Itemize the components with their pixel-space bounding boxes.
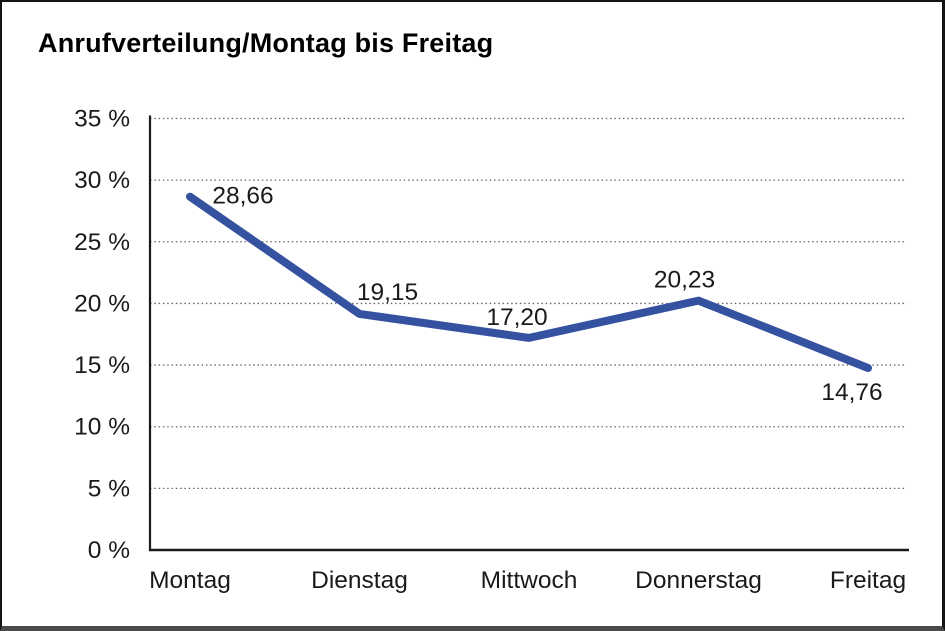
y-tick-label: 30 % (74, 167, 130, 194)
y-tick-label: 0 % (88, 537, 130, 564)
y-tick-label: 20 % (74, 290, 130, 317)
data-line (186, 192, 872, 372)
x-axis-label: Dienstag (311, 567, 408, 594)
y-tick-label: 25 % (74, 229, 130, 256)
y-tick-label: 5 % (88, 475, 130, 502)
x-axis-label: Donnerstag (635, 567, 762, 594)
x-axis-label: Montag (149, 567, 231, 594)
y-tick-label: 15 % (74, 352, 130, 379)
x-axis-label: Mittwoch (481, 567, 578, 594)
data-point-label: 17,20 (486, 304, 547, 331)
x-axis-label: Freitag (830, 567, 906, 594)
data-point-label: 19,15 (357, 279, 418, 306)
data-point-label: 28,66 (212, 183, 273, 210)
data-point-label: 20,23 (654, 267, 715, 294)
y-tick-label: 35 % (74, 106, 130, 133)
data-point-label: 14,76 (821, 379, 882, 406)
chart-title: Anrufverteilung/Montag bis Freitag (38, 28, 494, 58)
y-tick-label: 10 % (74, 414, 130, 441)
